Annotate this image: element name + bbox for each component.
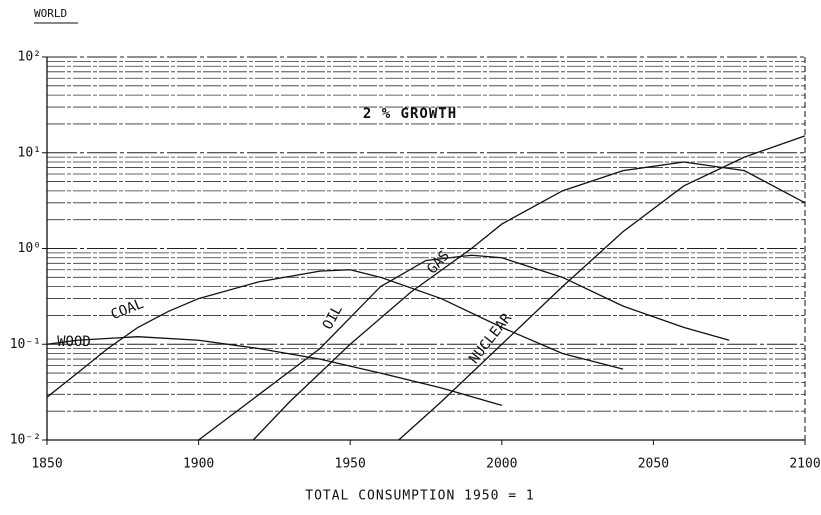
- line-series: [46, 336, 502, 406]
- line-series: [46, 269, 624, 398]
- y-tick-label: 10²: [18, 50, 41, 65]
- x-tick-label: 2000: [486, 457, 517, 472]
- x-tick-label: 2100: [789, 457, 820, 472]
- line-series: [252, 161, 806, 441]
- x-tick-label: 1900: [183, 457, 214, 472]
- line-series: [198, 254, 730, 441]
- series-label: WOOD: [57, 334, 91, 350]
- y-tick-label: 10⁰: [18, 241, 41, 256]
- series-label: COAL: [109, 296, 146, 323]
- x-tick-label: 1950: [335, 457, 366, 472]
- x-axis-label: TOTAL CONSUMPTION 1950 = 1: [305, 489, 535, 504]
- annotation: 2 % GROWTH: [363, 106, 457, 122]
- x-tick-label: 1850: [31, 457, 62, 472]
- series-label: GAS: [424, 248, 453, 278]
- y-tick-label: 10⁻²: [10, 433, 41, 448]
- y-tick-label: 10¹: [18, 145, 41, 160]
- chart-title: WORLD: [34, 7, 67, 20]
- y-tick-label: 10⁻¹: [10, 337, 41, 352]
- series-label: OIL: [320, 303, 346, 333]
- x-tick-label: 2050: [638, 457, 669, 472]
- line-series: [398, 135, 806, 441]
